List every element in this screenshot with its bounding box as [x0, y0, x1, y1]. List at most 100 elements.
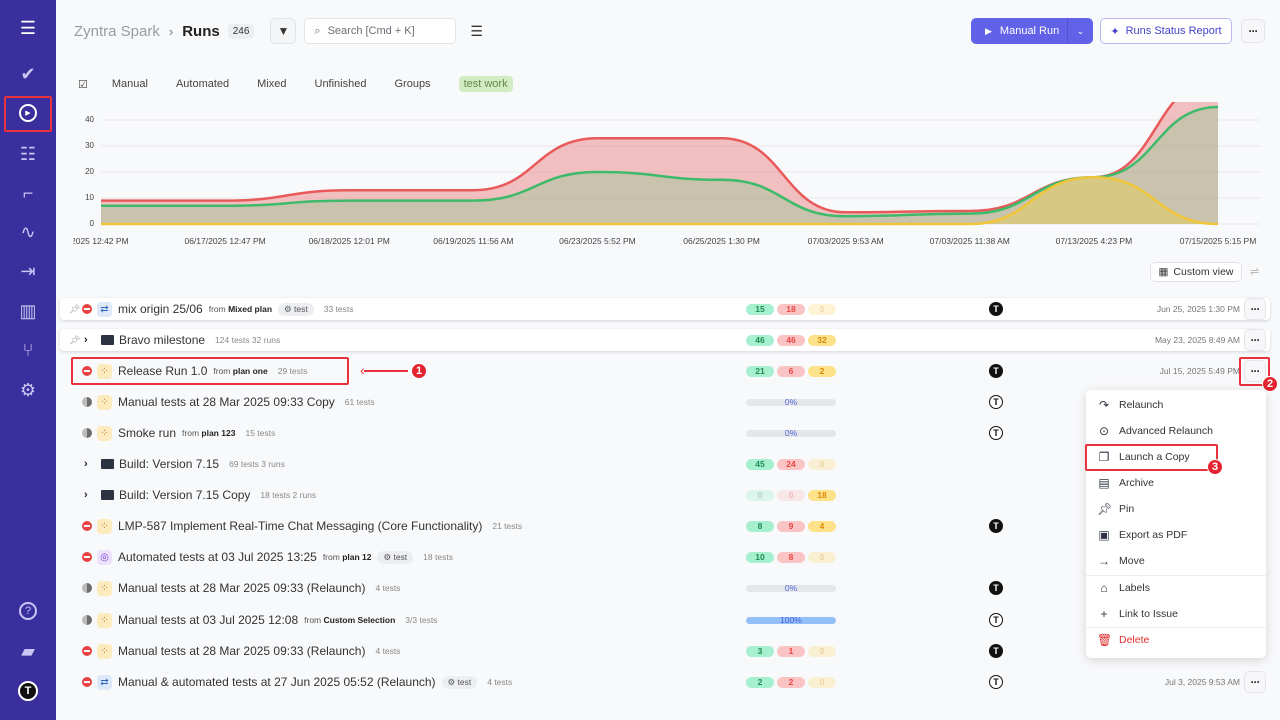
tabs: ☑ Manual Automated Mixed Unfinished Grou… — [78, 76, 541, 92]
folder-icon[interactable]: ▰ — [21, 640, 35, 661]
run-name[interactable]: Manual tests at 28 Mar 2025 09:33 (Relau… — [118, 644, 366, 658]
run-name[interactable]: Manual tests at 28 Mar 2025 09:33 (Relau… — [118, 581, 366, 595]
passed-count: 0 — [746, 489, 774, 501]
menu-item-label: Relaunch — [1119, 399, 1164, 411]
tab-groups[interactable]: Groups — [394, 78, 431, 90]
run-name[interactable]: mix origin 25/06 — [118, 302, 203, 316]
settings-sliders-icon[interactable]: ⇌ — [1250, 266, 1260, 278]
import-icon[interactable]: ⇥ — [20, 260, 36, 281]
passed-count: 46 — [746, 334, 774, 346]
select-icon[interactable]: ☑ — [78, 78, 88, 91]
gear-icon[interactable]: ⚙ — [19, 379, 37, 400]
menu-item-move[interactable]: → Move — [1086, 549, 1266, 573]
menu-item-advanced-relaunch[interactable]: ⊙ Advanced Relaunch — [1086, 419, 1266, 443]
menu-item-delete[interactable]: 🗑︎ Delete — [1086, 628, 1266, 652]
group-row[interactable]: › Build: Version 7.15 Copy 18 tests 2 runs… — [60, 482, 1270, 508]
row-more-button[interactable]: ··· — [1244, 360, 1266, 382]
row-more-button[interactable]: ··· — [1244, 329, 1266, 351]
chevron-right-icon[interactable]: › — [84, 458, 88, 470]
run-row[interactable]: ⁘ Manual tests at 28 Mar 2025 09:33 (Rela… — [60, 575, 1270, 601]
run-row[interactable]: ⁘ Manual tests at 28 Mar 2025 09:33 Copy 6… — [60, 389, 1270, 415]
run-row[interactable]: ⁘ Release Run 1.0 from plan one 29 tests 21 6… — [60, 358, 1270, 384]
play-circle-icon[interactable]: ▶ — [14, 99, 42, 127]
search-input[interactable]: ⌕ Search [Cmd + K] — [304, 18, 457, 44]
run-row[interactable]: ⇄ Manual & automated tests at 27 Jun 2025… — [60, 669, 1270, 695]
chevron-right-icon[interactable]: › — [84, 334, 88, 346]
list-check-icon[interactable]: ☷ — [19, 143, 37, 164]
run-name[interactable]: Manual tests at 03 Jul 2025 12:08 — [118, 613, 299, 627]
runs-chart — [101, 102, 1260, 226]
tab-manual[interactable]: Manual — [111, 78, 148, 90]
group-row[interactable]: 📌︎ › Bravo milestone 124 tests 32 runs 46 46 3… — [60, 329, 1270, 351]
menu-item-relaunch[interactable]: ↷ Relaunch — [1086, 393, 1266, 417]
run-name[interactable]: Bravo milestone — [119, 333, 206, 347]
run-name[interactable]: Build: Version 7.15 Copy — [119, 488, 251, 502]
pin-icon: 📌︎ — [69, 303, 81, 314]
play-icon: ▶ — [985, 25, 992, 36]
check-icon[interactable]: ✔ — [20, 63, 36, 84]
x-tick-label: 06/17/2025 12:47 PM — [184, 236, 266, 246]
run-meta: 124 tests 32 runs — [215, 335, 281, 345]
avatar-icon[interactable]: T — [14, 677, 42, 705]
tab-mixed[interactable]: Mixed — [257, 78, 287, 90]
run-row[interactable]: 📌︎ ⇄ mix origin 25/06 from Mixed plan ⚙ test… — [60, 298, 1270, 320]
header-more-button[interactable]: ··· — [1241, 19, 1265, 43]
run-name[interactable]: Build: Version 7.15 — [119, 457, 220, 471]
run-name[interactable]: Release Run 1.0 — [118, 364, 208, 378]
run-row[interactable]: ⁘ Smoke run from plan 123 15 tests 0% T — [60, 420, 1270, 446]
help-icon[interactable]: ? — [14, 597, 42, 625]
tab-unfinished[interactable]: Unfinished — [314, 78, 367, 90]
series-area-0 — [101, 102, 1218, 224]
failed-count: 9 — [777, 520, 805, 532]
tab-test-work[interactable]: test work — [458, 76, 513, 92]
branch-icon[interactable]: ⑂ — [22, 339, 34, 360]
sliders-icon[interactable]: ☰ — [470, 22, 483, 39]
menu-item-pin[interactable]: 📌︎ Pin — [1086, 497, 1266, 521]
group-row[interactable]: › Build: Version 7.15 69 tests 3 runs 45 24 0 — [60, 451, 1270, 477]
tab-automated[interactable]: Automated — [175, 78, 230, 90]
assignee-avatar: T — [989, 426, 1003, 440]
custom-view-button[interactable]: ▦ Custom view — [1150, 262, 1242, 282]
row-more-button[interactable]: ··· — [1244, 298, 1266, 320]
skipped-count: 0 — [808, 303, 836, 315]
breadcrumb-project[interactable]: Zyntra Spark — [74, 22, 160, 40]
menu-item-archive[interactable]: ▤ Archive — [1086, 471, 1266, 495]
menu-item-link-to-issue[interactable]: + Link to Issue — [1086, 602, 1266, 626]
pulse-icon[interactable]: ∿ — [20, 221, 36, 242]
run-date: Jun 25, 2025 1:30 PM — [1156, 304, 1240, 314]
run-row[interactable]: ⁘ LMP-587 Implement Real-Time Chat Messag… — [60, 513, 1270, 539]
relaunch-icon: ↷ — [1098, 398, 1110, 412]
menu-divider — [1086, 627, 1266, 628]
chart-icon[interactable]: ▥ — [19, 300, 37, 321]
manual-run-dropdown[interactable]: ⌄ — [1067, 18, 1093, 44]
runs-status-report-button[interactable]: ✦ Runs Status Report — [1100, 18, 1232, 44]
row-more-button[interactable]: ··· — [1244, 671, 1266, 693]
menu-icon[interactable]: ☰ — [19, 17, 37, 38]
menu-item-launch-a-copy[interactable]: ❐ Launch a Copy — [1086, 445, 1266, 469]
chevron-right-icon[interactable]: › — [84, 489, 88, 501]
menu-item-export-as-pdf[interactable]: ▣ Export as PDF — [1086, 523, 1266, 547]
run-row[interactable]: ⁘ Manual tests at 03 Jul 2025 12:08 from C… — [60, 607, 1270, 633]
in-progress-status-icon — [82, 428, 92, 438]
search-icon: ⌕ — [314, 24, 321, 37]
run-name[interactable]: Automated tests at 03 Jul 2025 13:25 — [118, 550, 317, 564]
run-date: May 23, 2025 8:49 AM — [1154, 335, 1240, 345]
run-name[interactable]: LMP-587 Implement Real-Time Chat Messagi… — [118, 519, 483, 533]
annotation-arrowhead: ‹ — [360, 362, 365, 378]
filter-button[interactable]: ▼ — [270, 18, 297, 44]
run-row[interactable]: ⁘ Manual tests at 28 Mar 2025 09:33 (Rela… — [60, 638, 1270, 664]
auto-run-icon: ◎ — [97, 549, 112, 565]
run-row[interactable]: ◎ Automated tests at 03 Jul 2025 13:25 fro… — [60, 544, 1270, 570]
series-line-2 — [101, 175, 1219, 226]
stopped-status-icon — [82, 646, 92, 656]
manual-run-button[interactable]: ▶ Manual Run ⌄ — [971, 18, 1093, 44]
run-name[interactable]: Manual & automated tests at 27 Jun 2025 … — [118, 675, 436, 689]
menu-item-labels[interactable]: ⌂ Labels — [1086, 576, 1266, 600]
run-name[interactable]: Manual tests at 28 Mar 2025 09:33 Copy — [118, 395, 335, 409]
run-name[interactable]: Smoke run — [118, 426, 177, 440]
passed-count: 45 — [746, 458, 774, 470]
y-tick-label: 20 — [85, 167, 94, 176]
stairs-icon[interactable]: ⌐ — [22, 182, 34, 203]
skipped-count: 0 — [808, 676, 836, 688]
stopped-status-icon — [82, 521, 92, 531]
